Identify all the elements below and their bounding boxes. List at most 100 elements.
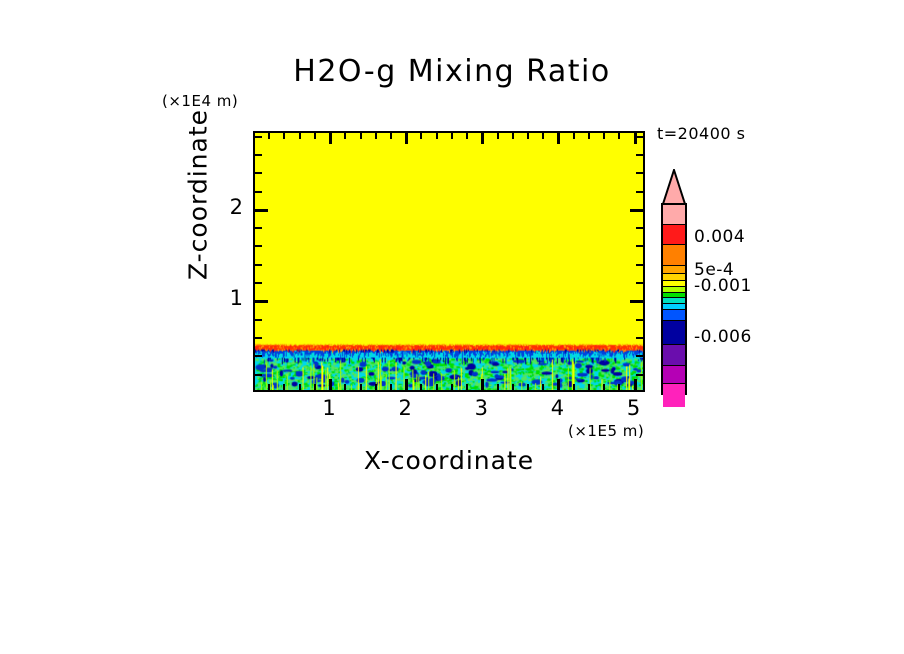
colorbar-segment-divider <box>663 285 685 287</box>
colorbar-segment-red <box>663 225 685 245</box>
colorbar-segment-divider <box>663 244 685 246</box>
x-minor-tick-top <box>527 132 529 139</box>
colorbar-arrow-triangle <box>661 169 687 205</box>
x-minor-tick <box>375 384 377 391</box>
x-minor-tick-top <box>512 132 514 139</box>
contour-field <box>255 133 643 390</box>
x-minor-tick <box>542 384 544 391</box>
x-minor-tick-top <box>618 132 620 139</box>
colorbar-segment-green <box>663 292 685 298</box>
colorbar-segment-divider <box>663 291 685 293</box>
colorbar-segment-divider <box>663 320 685 322</box>
x-minor-tick <box>512 384 514 391</box>
y-minor-tick-right <box>636 136 644 138</box>
x-minor-tick <box>360 384 362 391</box>
x-minor-tick-top <box>375 132 377 139</box>
colorbar-segments <box>661 203 687 407</box>
x-minor-tick-top <box>314 132 316 139</box>
plot-area <box>253 131 645 392</box>
x-major-tick <box>481 379 484 391</box>
x-minor-tick-top <box>436 132 438 139</box>
y-minor-tick-right <box>636 191 644 193</box>
y-tick-label: 2 <box>229 194 243 219</box>
x-tick-label: 1 <box>322 396 336 420</box>
time-annotation: t=20400 s <box>657 124 746 143</box>
x-axis-unit-label: (×1E5 m) <box>568 422 645 440</box>
y-minor-tick-right <box>636 319 644 321</box>
x-minor-tick <box>344 384 346 391</box>
y-minor-tick-right <box>636 245 644 247</box>
colorbar-segment-purple <box>663 345 685 365</box>
y-minor-tick-right <box>636 374 644 376</box>
x-tick-label: 2 <box>398 396 412 420</box>
colorbar-segment-yellow <box>663 280 685 286</box>
y-minor-tick-right <box>636 172 644 174</box>
colorbar-segment-navy <box>663 321 685 345</box>
colorbar-segment-turquoise <box>663 298 685 304</box>
y-minor-tick <box>254 245 262 247</box>
colorbar-segment-light-pink <box>663 205 685 225</box>
x-major-tick <box>405 379 408 391</box>
colorbar-tick-label: 5e-4 <box>694 260 735 280</box>
y-major-tick <box>254 209 268 212</box>
colorbar-segment-divider <box>663 344 685 346</box>
x-minor-tick <box>497 384 499 391</box>
x-axis-title: X-coordinate <box>363 446 535 475</box>
colorbar-segment-orange <box>663 245 685 265</box>
x-minor-tick <box>588 384 590 391</box>
y-minor-tick <box>254 282 262 284</box>
y-minor-tick <box>254 374 262 376</box>
y-minor-tick <box>254 337 262 339</box>
x-minor-tick <box>618 384 620 391</box>
colorbar-segment-divider <box>663 279 685 281</box>
x-minor-tick-top <box>360 132 362 139</box>
x-minor-tick-top <box>497 132 499 139</box>
x-major-tick-top <box>557 132 560 144</box>
y-minor-tick <box>254 264 262 266</box>
y-minor-tick <box>254 227 262 229</box>
x-tick-label: 3 <box>474 396 489 420</box>
x-major-tick-top <box>481 132 484 144</box>
y-minor-tick-right <box>636 282 644 284</box>
colorbar <box>661 169 687 407</box>
x-minor-tick <box>466 384 468 391</box>
x-minor-tick-top <box>573 132 575 139</box>
x-minor-tick <box>299 384 301 391</box>
x-minor-tick <box>268 384 270 391</box>
y-axis-unit-label: (×1E4 m) <box>162 92 239 110</box>
colorbar-segment-divider <box>663 264 685 266</box>
colorbar-arrow-cap <box>661 169 687 205</box>
x-minor-tick-top <box>588 132 590 139</box>
colorbar-segment-divider <box>663 382 685 384</box>
colorbar-segment-yellow-green <box>663 286 685 292</box>
colorbar-segment-divider <box>663 364 685 366</box>
x-major-tick-top <box>405 132 408 144</box>
colorbar-segment-gold <box>663 274 685 280</box>
colorbar-segment-divider <box>663 273 685 275</box>
colorbar-tick-label: 0.004 <box>694 227 746 247</box>
colorbar-segment-divider <box>663 308 685 310</box>
colorbar-tick-label: -0.001 <box>694 276 752 296</box>
y-minor-tick <box>254 355 262 357</box>
x-minor-tick-top <box>344 132 346 139</box>
y-minor-tick-right <box>636 337 644 339</box>
y-minor-tick <box>254 136 262 138</box>
x-minor-tick <box>420 384 422 391</box>
x-tick-label: 4 <box>550 396 565 420</box>
x-minor-tick-top <box>542 132 544 139</box>
x-minor-tick-top <box>268 132 270 139</box>
colorbar-segment-magenta <box>663 383 685 407</box>
x-minor-tick <box>390 384 392 391</box>
x-tick-label: 5 <box>626 396 641 420</box>
x-major-tick <box>557 379 560 391</box>
y-minor-tick <box>254 172 262 174</box>
x-major-tick-top <box>634 132 637 144</box>
y-minor-tick <box>254 319 262 321</box>
colorbar-segment-cyan <box>663 304 685 309</box>
x-minor-tick-top <box>299 132 301 139</box>
x-minor-tick <box>314 384 316 391</box>
x-minor-tick <box>573 384 575 391</box>
colorbar-tick-label: -0.006 <box>694 327 752 347</box>
y-minor-tick-right <box>636 355 644 357</box>
